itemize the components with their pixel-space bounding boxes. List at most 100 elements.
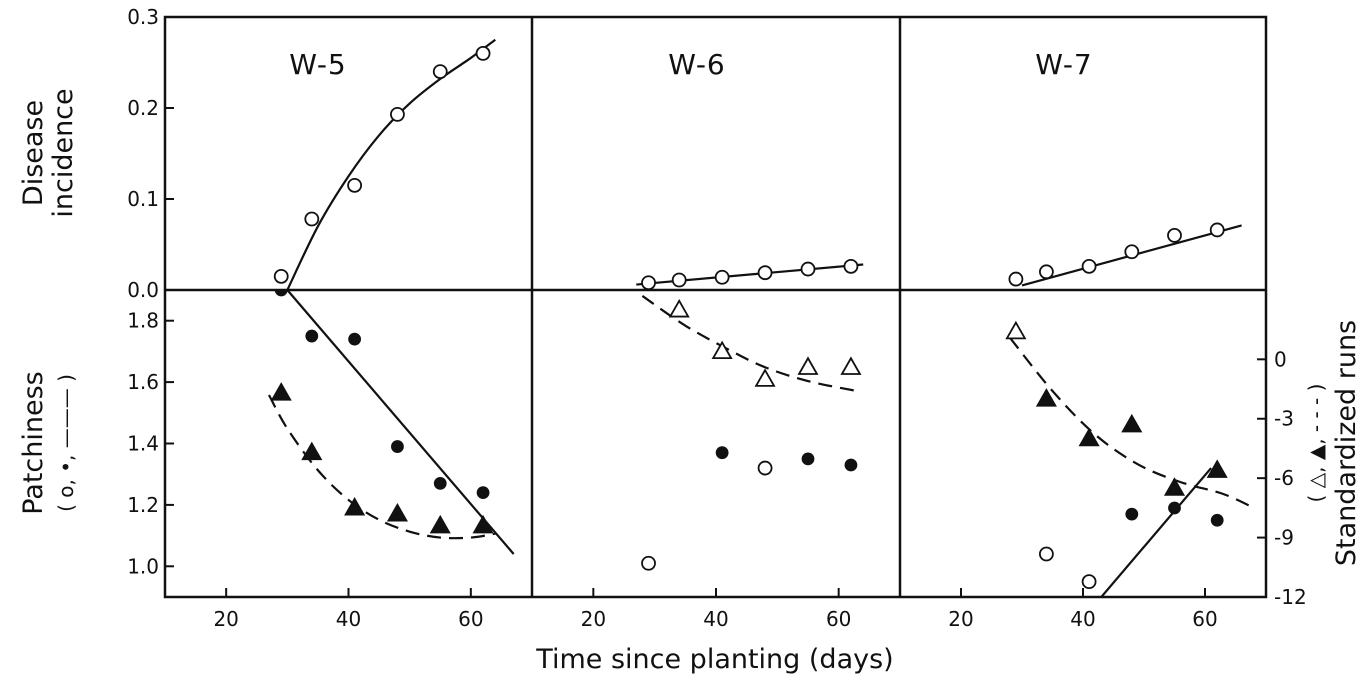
- x-tick-label: 40: [336, 607, 361, 631]
- patchiness-filled-point: [1168, 501, 1181, 515]
- runs-fit-curve: [641, 295, 858, 393]
- patchiness-filled-point: [1125, 507, 1139, 521]
- y-axis-label-top-line1: Disease: [18, 100, 49, 206]
- y-tick-label-top: 0.0: [127, 278, 159, 302]
- incidence-point: [1124, 244, 1140, 260]
- y-axis-label-right: Standardized runs: [1331, 320, 1362, 566]
- incidence-point: [641, 275, 656, 291]
- y-tick-label-bottom-left: 1.4: [127, 432, 159, 456]
- axis-labels: Time since planting (days) Disease incid…: [18, 88, 1362, 675]
- x-tick-label: 20: [581, 607, 606, 631]
- patchiness-open-point: [1081, 574, 1097, 590]
- panel-title-w6: W-6: [668, 48, 725, 81]
- patchiness-filled-point: [801, 452, 815, 466]
- panel-top-7: [1008, 222, 1242, 287]
- incidence-point: [273, 268, 289, 284]
- runs-open-point: [754, 368, 776, 387]
- x-tick-label: 60: [1192, 607, 1217, 631]
- x-tick-label: 20: [948, 607, 973, 631]
- incidence-point: [1081, 258, 1097, 274]
- incidence-point: [1209, 222, 1225, 238]
- y-tick-label-right: 0: [1274, 347, 1287, 371]
- panel-bottom-5: [268, 289, 515, 555]
- runs-filled-point: [344, 497, 366, 516]
- y-axis-label-bottom-symbols: ( o, •, ——— ): [54, 374, 78, 512]
- runs-open-point: [711, 340, 733, 360]
- incidence-fit-line: [636, 263, 864, 286]
- incidence-point: [714, 269, 730, 285]
- runs-open-point: [668, 298, 690, 318]
- patchiness-filled-point: [433, 477, 447, 490]
- plot-frame: [163, 15, 1268, 599]
- panel-top-6: [636, 258, 864, 291]
- runs-filled-point: [1078, 427, 1100, 447]
- incidence-point: [671, 272, 687, 288]
- y-tick-label-top: 0.2: [127, 96, 159, 120]
- runs-open-point: [840, 356, 862, 375]
- runs-filled-point: [270, 382, 292, 401]
- y-tick-label-right: -12: [1274, 585, 1307, 609]
- patchiness-filled-point: [844, 458, 858, 472]
- incidence-fit-line: [286, 38, 496, 291]
- y-tick-label-right: -6: [1274, 466, 1294, 490]
- runs-filled-point: [1035, 388, 1057, 407]
- y-tick-label-bottom-left: 1.0: [127, 554, 159, 578]
- incidence-point: [800, 261, 816, 277]
- incidence-point: [475, 46, 491, 61]
- incidence-point: [757, 265, 773, 281]
- y-axis-label-bottom: Patchiness: [18, 371, 49, 515]
- patchiness-open-point: [757, 460, 773, 476]
- runs-filled-point: [1163, 477, 1186, 496]
- patchiness-open-point: [641, 555, 656, 571]
- incidence-point: [390, 106, 405, 122]
- incidence-point: [432, 64, 448, 79]
- patchiness-filled-point: [391, 440, 404, 453]
- patchiness-open-point: [1039, 546, 1054, 562]
- runs-filled-point: [1121, 413, 1143, 433]
- incidence-point: [1039, 264, 1054, 280]
- incidence-point: [347, 177, 363, 193]
- axes-layer: 0.0 0.1 0.2 0.3 1.0 1.2 1.4 1.6 1.8 0 -3 -6 -9 -12 20 4…: [127, 5, 1306, 631]
- incidence-point: [1167, 227, 1182, 243]
- incidence-point: [1008, 271, 1024, 287]
- patchiness-fit-line: [286, 289, 515, 555]
- y-tick-label-top: 0.1: [127, 187, 159, 211]
- runs-open-point: [1005, 320, 1027, 340]
- patchiness-filled-point: [476, 486, 490, 500]
- patchiness-fit-line: [1100, 467, 1212, 596]
- panel-top-5: [273, 38, 496, 291]
- incidence-point: [304, 211, 320, 227]
- runs-fit-curve: [268, 394, 496, 540]
- y-tick-label-bottom-left: 1.6: [127, 370, 159, 394]
- plot-border: [163, 15, 1268, 599]
- runs-open-point: [797, 356, 819, 375]
- y-axis-label-right-symbols: ( △, ▲, - - - ): [1304, 384, 1328, 503]
- y-tick-label-right: -9: [1274, 526, 1294, 550]
- x-tick-label: 60: [458, 607, 483, 631]
- runs-filled-point: [301, 441, 323, 461]
- data-layer: [268, 38, 1255, 596]
- patchiness-filled-point: [305, 329, 319, 343]
- y-axis-label-top-line2: incidence: [48, 88, 79, 217]
- patchiness-filled-point: [348, 332, 362, 346]
- y-tick-label-top: 0.3: [127, 5, 159, 29]
- x-tick-label: 20: [213, 607, 238, 631]
- panel-title-w5: W-5: [289, 48, 346, 81]
- panel-title-w7: W-7: [1035, 48, 1092, 81]
- panel-titles: W-5 W-6 W-7: [289, 48, 1092, 81]
- runs-filled-point: [429, 514, 451, 534]
- runs-fit-curve: [1008, 336, 1255, 509]
- runs-filled-point: [472, 514, 494, 534]
- y-tick-label-bottom-left: 1.2: [127, 493, 159, 517]
- patchiness-filled-point: [1210, 513, 1224, 527]
- x-axis-label: Time since planting (days): [535, 644, 893, 675]
- y-tick-label-right: -3: [1274, 407, 1294, 431]
- incidence-point: [843, 258, 859, 274]
- x-tick-label: 60: [826, 607, 851, 631]
- x-tick-label: 40: [1070, 607, 1095, 631]
- y-tick-label-bottom-left: 1.8: [127, 309, 159, 333]
- patchiness-filled-point: [274, 289, 288, 297]
- x-tick-label: 40: [703, 607, 728, 631]
- runs-filled-point: [1206, 459, 1228, 478]
